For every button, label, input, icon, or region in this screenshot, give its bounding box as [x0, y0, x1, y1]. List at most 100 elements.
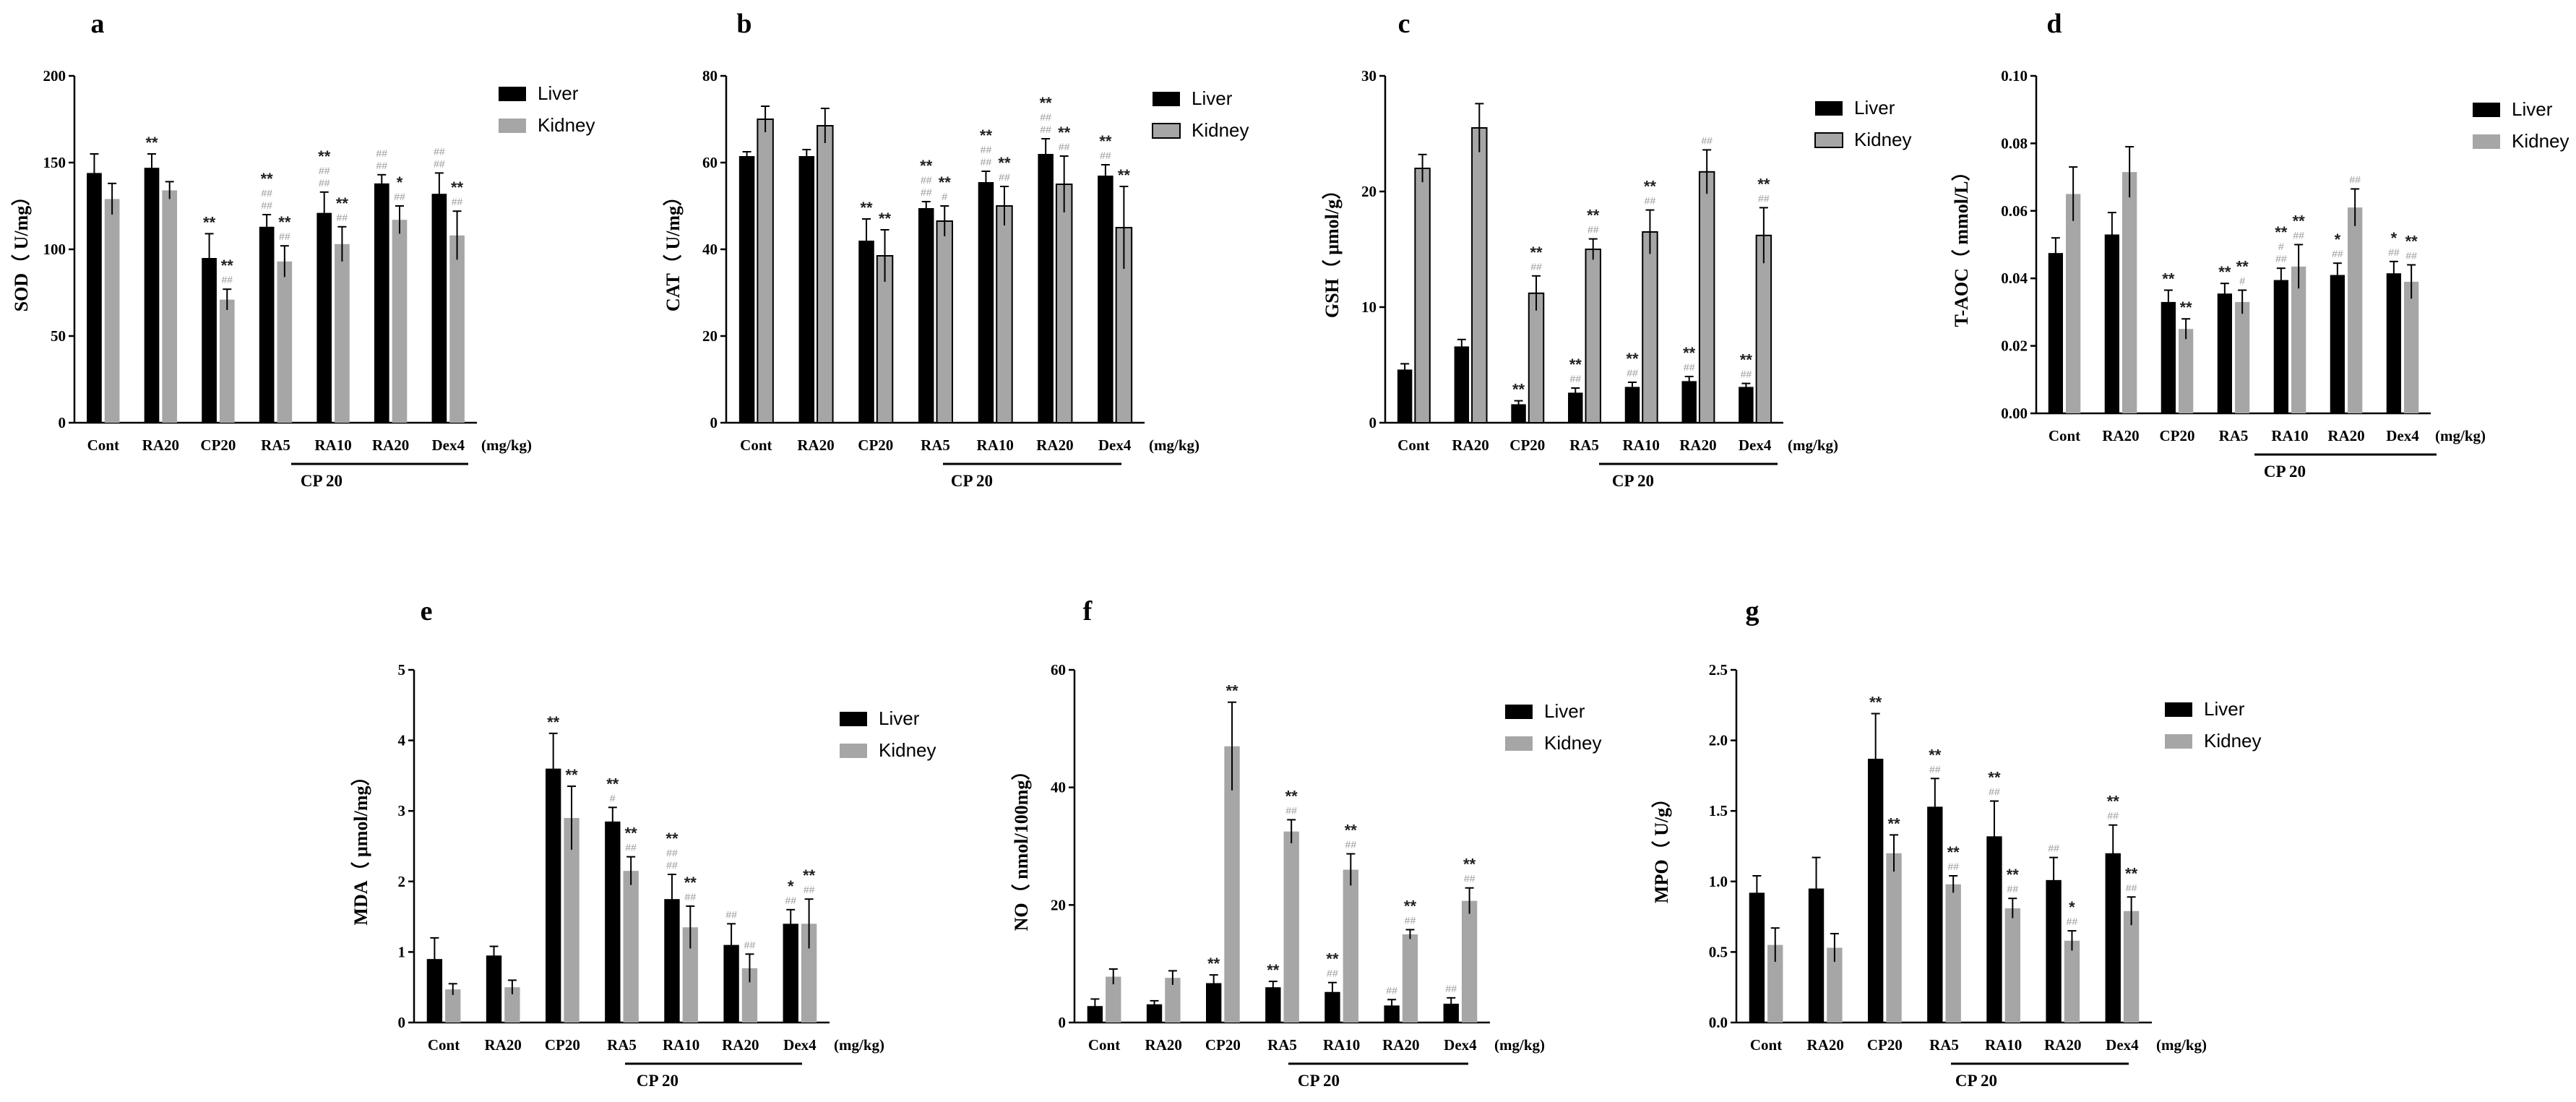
bar-liver-ra20 [1808, 888, 1825, 1023]
significance-hash: ## [319, 165, 330, 176]
x-tick-label: RA20 [2102, 427, 2139, 444]
significance-hash: ## [1100, 150, 1111, 161]
bar-liver-ra20 [1038, 154, 1054, 423]
significance-hash: ## [744, 939, 756, 950]
bar-liver-dex4 [2105, 853, 2121, 1023]
y-tick-label: 0.10 [2001, 67, 2028, 85]
significance-star: ** [1207, 955, 1220, 973]
y-tick-label: 2.0 [1709, 732, 1728, 749]
bar-liver-dex4 [1739, 387, 1754, 423]
significance-hash: ## [1645, 195, 1656, 207]
bar-liver-ra10 [1324, 991, 1340, 1023]
panel-letter-g: g [1746, 596, 1759, 627]
significance-star: * [2335, 231, 2341, 249]
bar-liver-cont [1749, 892, 1765, 1023]
significance-hash: ## [434, 145, 445, 157]
y-tick-label: 20 [1361, 183, 1377, 200]
significance-hash: ## [434, 158, 445, 169]
bar-liver-ra5 [1927, 806, 1943, 1023]
unit-label: (mg/kg) [1788, 436, 1838, 454]
significance-star: * [788, 877, 794, 895]
y-tick-label: 60 [702, 154, 718, 171]
bar-kidney-ra5 [623, 871, 639, 1023]
x-tick-label: RA20 [1807, 1036, 1844, 1054]
y-axis-label: GSH（ μmol/g） [1322, 181, 1343, 318]
significance-star: ** [2218, 263, 2231, 281]
significance-hash: ## [666, 859, 678, 871]
significance-star: ** [1929, 746, 1942, 764]
bar-kidney-ra20 [2064, 940, 2080, 1023]
bar-kidney-ra20 [1827, 947, 1843, 1023]
significance-hash: ## [2007, 883, 2019, 895]
significance-star: ** [336, 194, 349, 212]
legend-swatch-kidney [1152, 123, 1181, 139]
bar-liver-ra20 [2046, 879, 2062, 1023]
bar-liver-ra20 [1146, 1004, 1163, 1023]
bar-kidney-ra20 [1055, 184, 1073, 423]
x-tick-label: RA5 [1929, 1036, 1959, 1054]
panel-letter-c: c [1398, 9, 1410, 39]
bar-kidney-dex4 [1461, 900, 1478, 1023]
cp20-group-label: CP 20 [301, 472, 343, 490]
x-tick-label: RA5 [2219, 427, 2249, 444]
significance-star: ** [1740, 351, 1753, 369]
significance-star: ** [2236, 258, 2249, 276]
bar-liver-ra5 [918, 208, 934, 423]
y-tick-label: 0 [1369, 414, 1377, 431]
y-axis-label: MDA（ μmol/mg） [350, 767, 371, 925]
legend-swatch-kidney [1505, 736, 1533, 751]
bar-liver-ra20 [1384, 1005, 1400, 1023]
significance-hash: ## [1040, 124, 1051, 135]
x-tick-label: RA20 [1679, 436, 1716, 454]
x-tick-label: Cont [2049, 427, 2080, 444]
significance-star: ** [665, 830, 679, 848]
bar-kidney-ra10 [335, 244, 350, 423]
bar-liver-ra20 [374, 183, 389, 423]
unit-label: (mg/kg) [834, 1036, 884, 1054]
significance-star: ** [939, 173, 952, 191]
x-tick-label: CP20 [1509, 436, 1545, 454]
significance-hash: ## [1040, 111, 1051, 123]
y-tick-label: 200 [43, 67, 66, 85]
bar-liver-ra20 [2330, 275, 2345, 413]
significance-star: ** [278, 213, 291, 231]
bar-kidney-ra20 [1698, 171, 1715, 424]
bar-kidney-cont [757, 119, 774, 423]
significance-star: ** [1118, 166, 1131, 184]
x-tick-label: RA5 [921, 436, 950, 454]
bar-kidney-ra10 [1343, 869, 1358, 1023]
bar-kidney-cp20 [1528, 292, 1545, 423]
x-tick-label: RA10 [2271, 427, 2308, 444]
significance-star: ** [1225, 682, 1239, 700]
bar-liver-ra5 [1265, 987, 1281, 1023]
y-tick-label: 0.08 [2001, 134, 2028, 152]
significance-hash: ## [1386, 984, 1397, 996]
legend-label-liver: Liver [2204, 698, 2245, 720]
significance-star: ** [998, 154, 1011, 172]
bar-kidney-ra20 [2348, 207, 2363, 413]
x-tick-label: RA5 [1267, 1036, 1297, 1054]
legend-label-liver: Liver [1192, 87, 1233, 109]
legend-label-kidney: Kidney [1192, 119, 1249, 141]
significance-hash: ## [2107, 810, 2119, 822]
bar-kidney-ra5 [2235, 301, 2250, 413]
bar-kidney-cont [1414, 168, 1431, 423]
bar-liver-dex4 [1443, 1003, 1459, 1023]
significance-star: ** [1058, 124, 1071, 142]
significance-star: ** [1644, 178, 1657, 196]
cp20-group-label: CP 20 [637, 1072, 679, 1090]
bar-kidney-cont [445, 989, 461, 1023]
bar-liver-cont [87, 173, 102, 423]
bar-liver-ra10 [2273, 280, 2288, 413]
significance-star: ** [860, 199, 873, 217]
x-tick-label: RA20 [722, 1036, 759, 1054]
y-tick-label: 0.06 [2001, 202, 2028, 220]
significance-star: ** [2293, 212, 2306, 231]
bar-kidney-cp20 [1224, 746, 1240, 1023]
bar-kidney-cont [1767, 944, 1783, 1023]
significance-star: ** [625, 825, 638, 843]
legend-swatch-kidney [1814, 132, 1843, 148]
bar-kidney-cp20 [219, 299, 235, 423]
significance-hash: ## [1059, 141, 1070, 152]
